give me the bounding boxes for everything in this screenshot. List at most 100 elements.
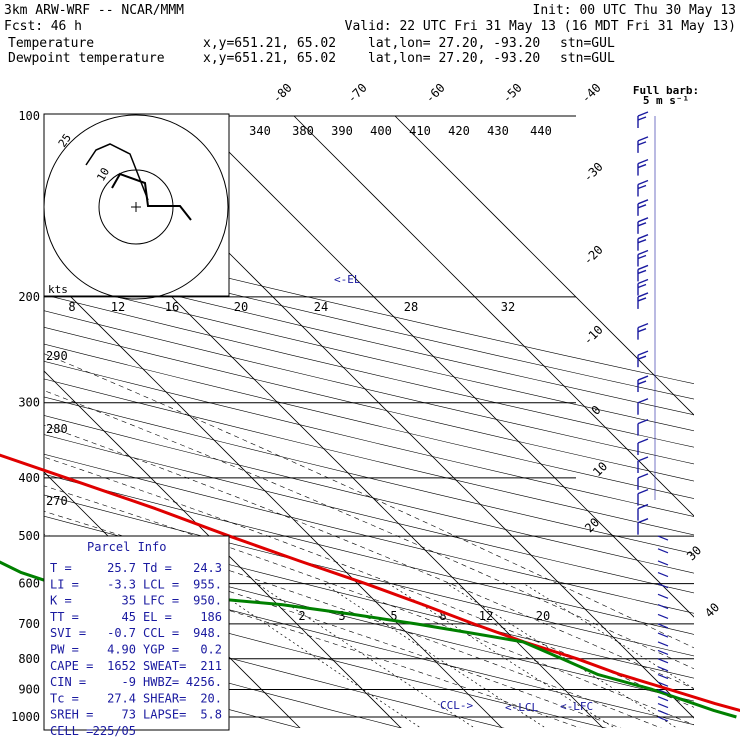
moist-adiabat (44, 533, 622, 728)
mixing-ratio-label-lower: 8 (439, 609, 446, 623)
mixing-ratio-label: 8 (68, 300, 75, 314)
wind-barb-staff (657, 674, 669, 680)
parcel-info-cell: YGP = (143, 643, 179, 657)
parcel-info-cell: PW = (50, 643, 79, 657)
parcel-info-cell: CIN = (50, 675, 86, 689)
dry-adiabat-label: 280 (46, 422, 68, 436)
parcel-info-cell: LI = (50, 577, 79, 591)
theta-label: 430 (487, 124, 509, 138)
parcel-info-cell: 186 (200, 610, 222, 624)
dry-adiabat (44, 343, 694, 499)
axis-labels: 100 200 300 400 500 600 700 800 900 1000 -80 -70 -60… (11, 81, 722, 724)
wind-barb-staff (657, 632, 669, 638)
mixing-ratio-label-lower: 12 (479, 609, 493, 623)
isotherm (394, 115, 694, 416)
pressure-tick-label: 400 (18, 471, 40, 485)
wind-barb-flag (637, 283, 647, 289)
mixing-ratio-line (323, 583, 547, 728)
isotherm-label: 10 (590, 459, 610, 479)
dry-adiabat (44, 515, 694, 679)
dry-adiabat (44, 294, 694, 448)
parcel-info-cell: 27.4 (107, 691, 136, 705)
wind-barb-flag (637, 222, 647, 227)
wind-barbs (637, 111, 669, 722)
wind-barb-flag (637, 184, 647, 190)
dry-adiabat (44, 494, 694, 657)
parcel-info-cell: 4.90 (107, 643, 136, 657)
dry-adiabat (44, 434, 694, 594)
wind-barb-flag (637, 269, 647, 275)
wind-barb-flag (637, 292, 649, 298)
wind-barb-flag (637, 323, 649, 329)
moist-adiabat (44, 424, 694, 690)
wind-barb-flag (637, 350, 649, 356)
mixing-ratio-label: 12 (111, 300, 125, 314)
wind-barb-staff (657, 696, 669, 702)
parcel-info-cell: 955. (193, 577, 222, 591)
dry-adiabat (44, 453, 694, 614)
pressure-tick-label: 500 (18, 529, 40, 543)
wind-barb-flag (637, 111, 649, 117)
pressure-tick-label: 300 (18, 396, 40, 410)
isotherm (192, 115, 694, 618)
forecast-label: Fcst: (4, 19, 43, 34)
wind-barb-flag (637, 489, 649, 495)
ccl-marker: CCL-> (440, 699, 473, 712)
dry-adiabat-label: 270 (46, 494, 68, 508)
wind-barb-staff (657, 716, 669, 722)
parcel-info-cell: TT = (50, 610, 79, 624)
wind-barb-staff (657, 709, 669, 715)
wind-barb-flag (637, 456, 649, 462)
isotherm-label: -30 (581, 160, 606, 185)
parcel-info-title: Parcel Info (87, 540, 166, 554)
parcel-info-cell: LFC = (143, 594, 179, 608)
wind-barb-flag (637, 297, 647, 302)
parcel-info-cell: 948. (193, 626, 222, 640)
wind-barb-flag (637, 518, 649, 524)
pressure-tick-label: 1000 (11, 710, 40, 724)
model-title: 3km ARW-WRF -- NCAR/MMM (4, 3, 184, 18)
parcel-info-cell: SVI = (50, 626, 86, 640)
hodograph-ring-outer (43, 114, 229, 300)
init-time: Init: 00 UTC Thu 30 May 13 (533, 3, 737, 18)
parcel-info-cell: -9 (122, 675, 136, 689)
dry-adiabat (44, 310, 694, 465)
dry-adiabat-label: 290 (46, 349, 68, 363)
wind-barb-flag (637, 503, 649, 510)
wind-barb-flag (637, 249, 649, 256)
dry-adiabat (44, 607, 505, 728)
wind-barb-flag (637, 254, 647, 260)
wind-barb-flag (637, 328, 647, 333)
parcel-info-cell: CAPE = (50, 659, 93, 673)
dewpoint-profile (0, 560, 737, 719)
legend-temperature-latlon: lat,lon= 27.20, -93.20 (368, 36, 540, 51)
moist-adiabat (44, 511, 662, 728)
hodograph-unit: kts (48, 283, 68, 296)
background-lines (44, 115, 694, 728)
hodograph-ring-label-10: 10 (94, 166, 112, 184)
parcel-info-cell: 25.7 (107, 561, 136, 575)
dry-adiabat (44, 247, 694, 400)
isotherm-label: -80 (270, 81, 295, 106)
hodograph-ring-label-25: 25 (56, 131, 74, 149)
pressure-tick-label: 100 (18, 109, 40, 123)
moist-adiabat (44, 485, 694, 726)
mixing-ratio-label-lower: 3 (338, 609, 345, 623)
mixing-ratio-label: 16 (165, 300, 179, 314)
dry-adiabat (44, 263, 694, 416)
wind-barb-flag (637, 418, 649, 425)
moist-adiabat (44, 353, 694, 649)
pressure-tick-label: 600 (18, 577, 40, 591)
mixing-ratio-label-lower: 5 (390, 609, 397, 623)
lcl-marker: <-LCL (505, 701, 538, 714)
wind-barb-staff (657, 560, 669, 566)
wind-barb-flag (637, 163, 647, 169)
legend-dewpoint-stn: stn=GUL (560, 51, 615, 66)
wind-barb-staff (657, 613, 669, 619)
wind-barb-staff (657, 649, 669, 656)
wind-barb-flag (637, 204, 647, 209)
mixing-ratio-line (206, 583, 422, 728)
wind-barb-staff (657, 583, 669, 589)
parcel-info-cell: 4256. (186, 675, 222, 689)
